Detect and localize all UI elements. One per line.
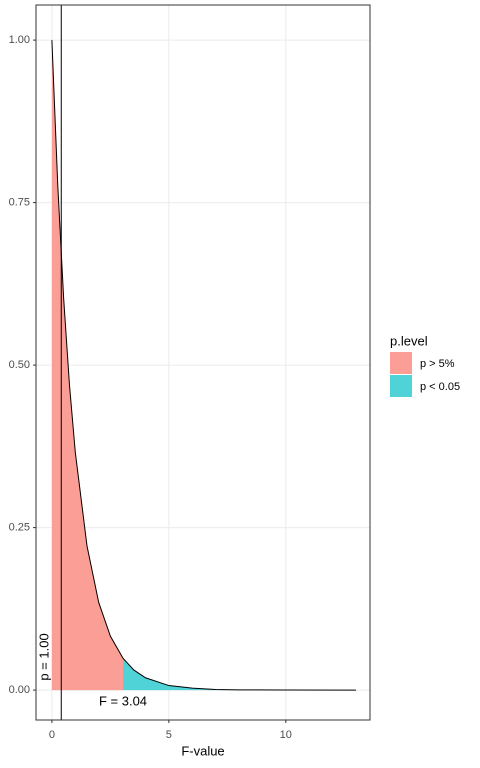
panel-border: [35, 4, 371, 721]
annotation: F = 3.04: [99, 693, 147, 708]
y-tick-label: 0.75: [9, 197, 30, 209]
curve: [122, 657, 356, 691]
y-tick-label: 0.25: [9, 522, 30, 534]
legend-title: p.level: [390, 333, 428, 348]
x-axis-label: F-value: [181, 743, 224, 758]
y-tick-label: 0.00: [9, 684, 30, 696]
curve: [51, 40, 124, 659]
area: [123, 658, 356, 691]
legend-key: [390, 375, 412, 397]
y-tick-label: 1.00: [9, 34, 30, 46]
x-tick-label: 5: [166, 729, 172, 741]
annotation: p = 1.00: [36, 633, 51, 680]
area: [51, 40, 124, 691]
y-tick-label: 0.50: [9, 359, 30, 371]
legend-label: p > 5%: [420, 358, 455, 370]
legend-key: [390, 352, 412, 374]
legend-label: p < 0.05: [420, 381, 460, 393]
x-tick-label: 10: [280, 729, 292, 741]
x-tick-label: 0: [49, 729, 55, 741]
